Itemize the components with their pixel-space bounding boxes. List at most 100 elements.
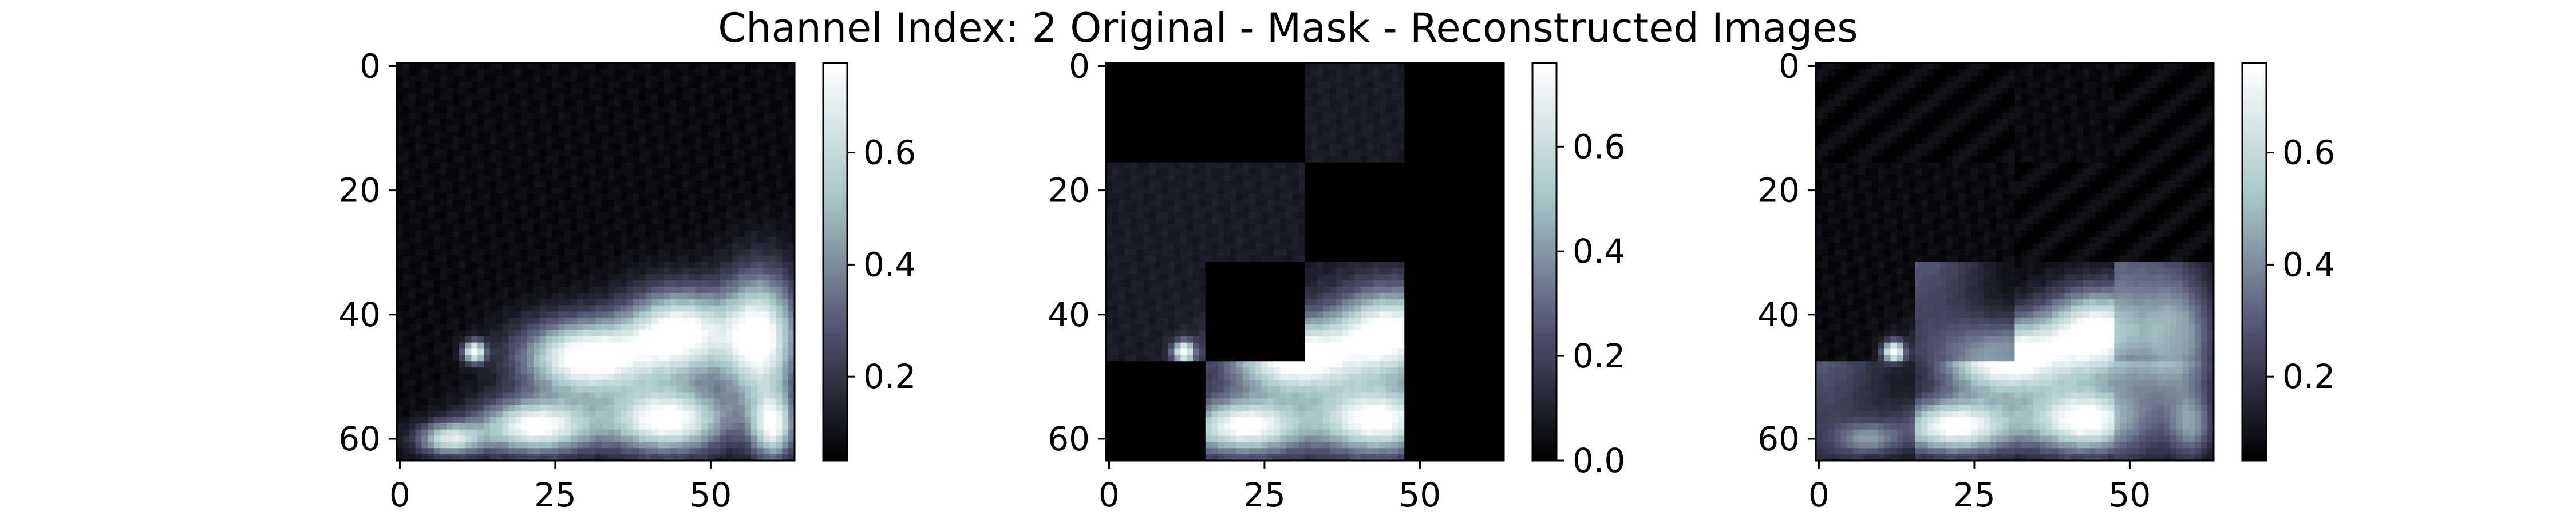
heatmap-cell <box>645 286 652 294</box>
heatmap-cell <box>633 131 640 138</box>
heatmap-cell <box>489 348 497 355</box>
heatmap-cell <box>589 411 596 418</box>
heatmap-cell <box>651 454 658 461</box>
heatmap-cell <box>496 392 503 399</box>
heatmap-cell <box>583 162 590 169</box>
heatmap-cell <box>508 280 515 287</box>
heatmap-cell <box>1404 106 1411 113</box>
heatmap-cell <box>670 243 677 250</box>
heatmap-cell <box>1193 81 1200 89</box>
heatmap-cell <box>626 268 634 275</box>
heatmap-cell <box>452 274 460 281</box>
heatmap-cell <box>502 131 509 138</box>
heatmap-cell <box>658 237 665 244</box>
heatmap-cell <box>515 237 521 244</box>
heatmap-cell <box>576 392 584 399</box>
heatmap-cell <box>782 218 789 225</box>
heatmap-cell <box>738 63 745 70</box>
heatmap-cell <box>402 218 410 225</box>
heatmap-cell <box>502 305 509 312</box>
heatmap-cell <box>1211 94 1219 101</box>
heatmap-cell <box>465 243 472 250</box>
colorbar-segment <box>823 195 847 200</box>
heatmap-cell <box>1106 112 1113 120</box>
heatmap-cell <box>695 454 702 461</box>
heatmap-cell <box>402 255 410 263</box>
colorbar-segment <box>823 73 847 77</box>
heatmap-cell <box>546 373 553 381</box>
colorbar-segment <box>823 232 847 236</box>
heatmap-cell <box>564 106 571 113</box>
heatmap-cell <box>670 231 677 237</box>
heatmap-cell <box>1255 75 1262 82</box>
heatmap-cell <box>496 318 503 324</box>
heatmap-cell <box>663 131 671 138</box>
heatmap-cell <box>701 373 708 381</box>
heatmap-cell <box>446 423 453 430</box>
heatmap-cell <box>465 100 472 107</box>
heatmap-cell <box>1112 118 1119 126</box>
colorbar-segment <box>823 215 847 219</box>
heatmap-cell <box>663 249 671 256</box>
heatmap-cell <box>689 405 696 411</box>
heatmap-cell <box>676 324 683 331</box>
heatmap-cell <box>1361 81 1368 89</box>
heatmap-cell <box>1392 131 1398 138</box>
heatmap-cell <box>428 348 434 355</box>
heatmap-cell <box>745 131 752 138</box>
heatmap-cell <box>782 181 789 188</box>
heatmap-cell <box>521 324 528 331</box>
heatmap-cell <box>750 355 758 362</box>
heatmap-cell <box>421 268 428 275</box>
heatmap-cell <box>502 94 509 101</box>
heatmap-cell <box>763 175 771 181</box>
heatmap-cell <box>452 435 460 443</box>
heatmap-cell <box>1472 63 1480 70</box>
heatmap-cell <box>788 367 795 374</box>
heatmap-cell <box>552 262 559 268</box>
heatmap-cell <box>658 274 665 281</box>
heatmap-cell <box>434 187 441 194</box>
heatmap-cell <box>1161 125 1169 132</box>
heatmap-cell <box>571 187 578 194</box>
heatmap-cell <box>658 231 665 237</box>
heatmap-cell <box>595 199 602 207</box>
heatmap-cell <box>1242 131 1250 138</box>
heatmap-cell <box>508 423 515 430</box>
heatmap-cell <box>415 442 422 449</box>
heatmap-cell <box>564 100 571 107</box>
heatmap-cell <box>1218 94 1224 101</box>
heatmap-cell <box>428 342 434 350</box>
heatmap-cell <box>434 156 441 163</box>
heatmap-cell <box>571 361 578 368</box>
heatmap-cell <box>571 429 578 437</box>
heatmap-cell <box>576 448 584 455</box>
heatmap-cell <box>1292 94 1299 101</box>
heatmap-cell <box>397 175 404 181</box>
heatmap-cell <box>707 435 714 443</box>
heatmap-cell <box>558 205 565 213</box>
heatmap-cell <box>763 429 771 437</box>
heatmap-cell <box>720 156 727 163</box>
heatmap-cell <box>1416 88 1424 94</box>
heatmap-cell <box>763 94 771 101</box>
heatmap-cell <box>776 330 783 337</box>
heatmap-cell <box>750 81 758 89</box>
heatmap-cell <box>415 262 422 268</box>
heatmap-cell <box>583 348 590 355</box>
heatmap-cell <box>402 262 410 268</box>
heatmap-cell <box>782 150 789 157</box>
heatmap-cell <box>595 63 602 70</box>
heatmap-cell <box>726 237 733 244</box>
heatmap-cell <box>663 69 671 76</box>
heatmap-cell <box>732 94 739 101</box>
heatmap-cell <box>782 379 789 387</box>
heatmap-cell <box>782 144 789 150</box>
heatmap-cell <box>769 237 777 244</box>
heatmap-cell <box>515 75 521 82</box>
heatmap-cell <box>595 417 602 424</box>
heatmap-cell <box>1255 88 1262 94</box>
heatmap-cell <box>521 336 528 343</box>
heatmap-cell <box>1236 69 1243 76</box>
